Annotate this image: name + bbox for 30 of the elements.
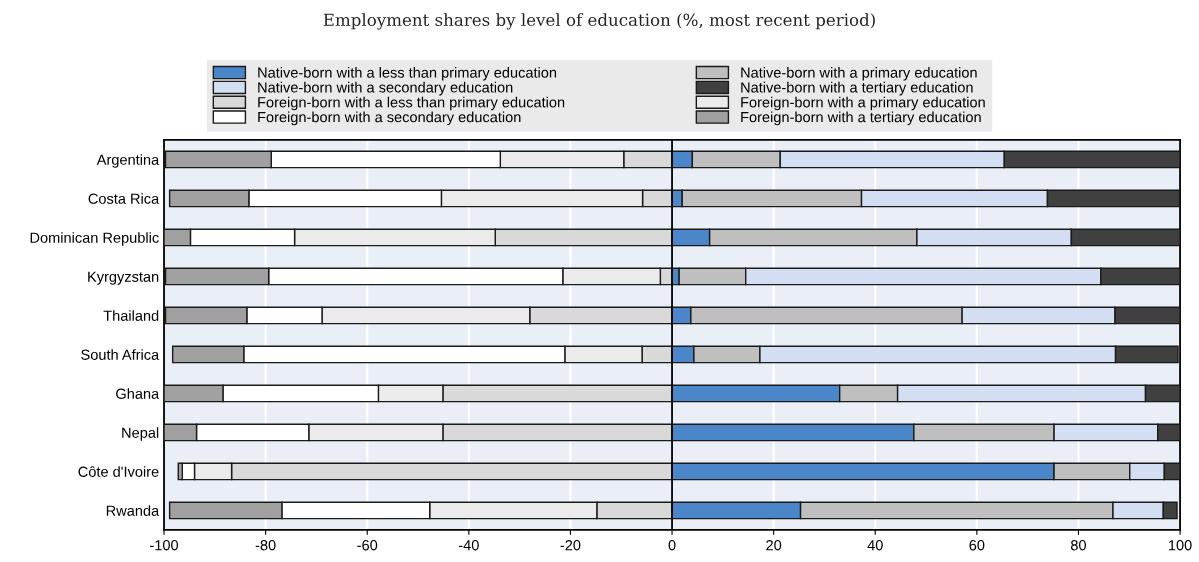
y-tick-label: Costa Rica [88, 193, 160, 204]
y-tick-label: Dominican Republic [30, 232, 159, 246]
x-tick-label: 80 [1070, 540, 1086, 551]
x-tick-label: 60 [969, 540, 985, 551]
y-tick-label: South Africa [81, 349, 160, 360]
x-tick-label: 100 [1169, 540, 1192, 551]
legend-label: Foreign-born with a less than primary education [258, 96, 565, 111]
x-tick-label: -20 [560, 540, 581, 551]
x-tick-label: -100 [150, 540, 179, 551]
y-tick-label: Rwanda [106, 505, 160, 516]
x-tick-label: 20 [766, 540, 782, 551]
legend-label: Foreign-born with a tertiary education [741, 111, 981, 126]
y-tick-label: Thailand [103, 310, 159, 321]
legend-label: Native-born with a secondary education [258, 81, 513, 96]
y-tick-label: Nepal [122, 427, 159, 441]
x-tick-label: -40 [458, 540, 479, 551]
x-tick-label: -60 [357, 540, 378, 551]
x-tick-label: -80 [255, 540, 276, 551]
legend-label: Native-born with a primary education [741, 67, 977, 81]
y-tick-label: Côte d'Ivoire [78, 466, 159, 477]
legend-label: Foreign-born with a primary education [741, 96, 985, 111]
y-tick-label: Kyrgyzstan [88, 271, 159, 285]
legend-label: Native-born with a tertiary education [741, 81, 973, 96]
x-tick-label: 40 [867, 540, 883, 551]
chart-subtitle: Employment shares by level of education (%, most recent period) [323, 13, 875, 30]
legend-label: Foreign-born with a secondary education [258, 111, 521, 126]
legend-label: Native-born with a less than primary education [258, 67, 557, 81]
y-tick-label: Argentina [96, 154, 160, 168]
y-tick-label: Ghana [116, 388, 160, 399]
x-tick-label: 0 [668, 540, 676, 551]
